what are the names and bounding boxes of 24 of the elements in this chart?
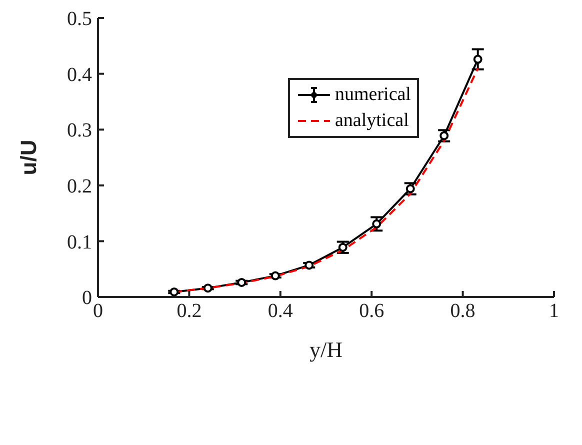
point	[440, 131, 449, 140]
y-axis-title: u/U	[16, 140, 41, 176]
x-tick-label: 0.6	[359, 300, 384, 322]
point	[237, 278, 246, 287]
point	[203, 284, 212, 293]
x-tick-label: 0.8	[450, 300, 476, 322]
x-axis-title: y/H	[310, 337, 343, 362]
y-tick-label: 0.2	[67, 176, 92, 198]
y-tick-label: 0.3	[67, 120, 92, 142]
point	[406, 184, 415, 194]
y-tick-label: 0.4	[67, 64, 92, 86]
point	[170, 287, 179, 296]
x-tick-label: 1	[549, 300, 559, 322]
x-tick-label: 0.4	[268, 300, 293, 322]
legend-label: analytical	[335, 109, 409, 133]
point	[270, 271, 280, 280]
y-tick-label: 0.5	[67, 8, 92, 30]
point	[372, 219, 382, 228]
point	[304, 260, 314, 270]
x-tick-label: 0.2	[176, 300, 202, 322]
point	[338, 242, 348, 252]
legend-label: numerical	[335, 83, 411, 107]
y-tick-label: 0.1	[67, 231, 92, 254]
point	[473, 54, 482, 64]
